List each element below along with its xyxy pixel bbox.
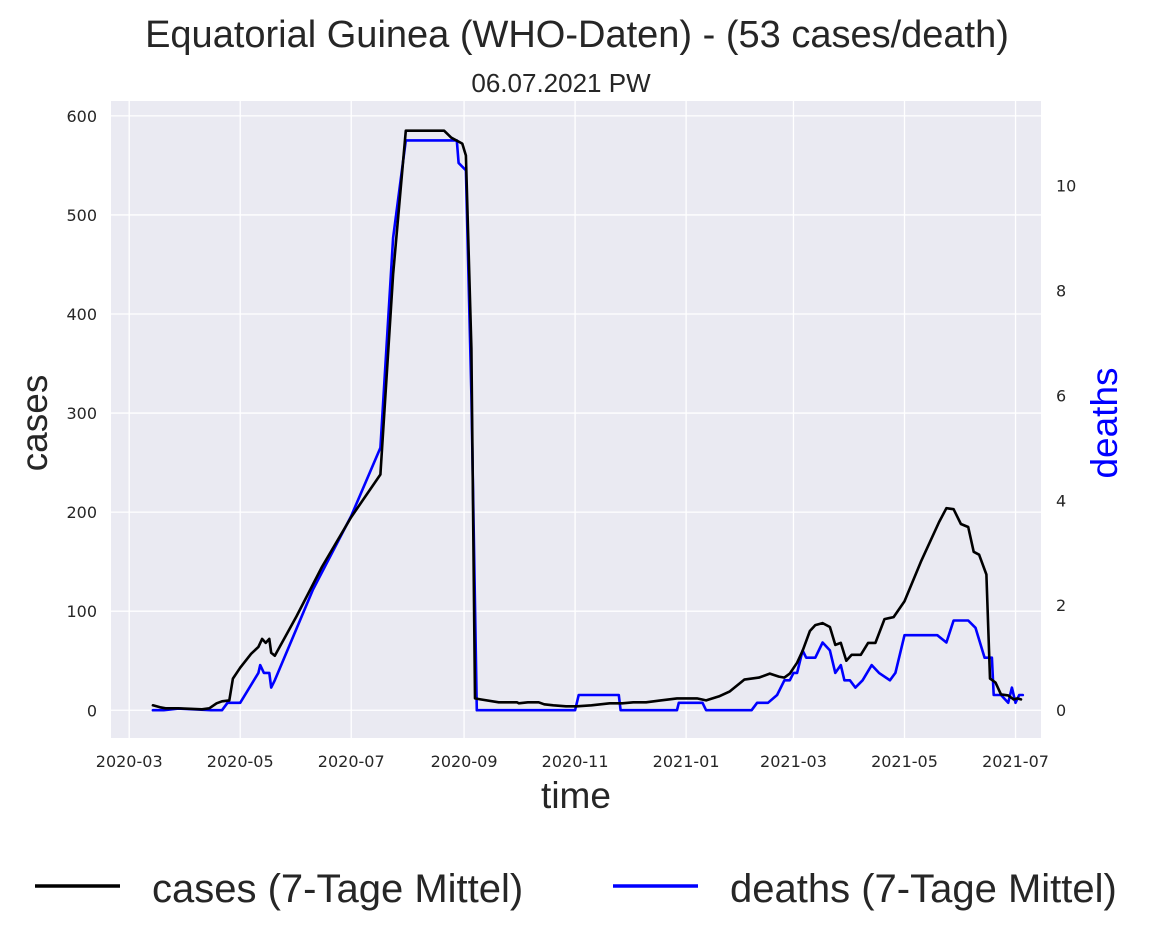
y2-tick-label: 2	[1056, 596, 1066, 615]
y2-tick-label: 4	[1056, 491, 1066, 510]
grid	[111, 101, 1041, 738]
y2-tick-label: 6	[1056, 386, 1066, 405]
y-tick-label: 200	[66, 503, 97, 522]
x-axis-ticks: 2020-03 2020-05 2020-07 2020-09 2020-11 2021-…	[96, 752, 1049, 771]
y2-tick-label: 0	[1056, 701, 1066, 720]
x-tick-label: 2021-07	[982, 752, 1049, 771]
x-tick-label: 2021-03	[760, 752, 827, 771]
y-tick-label: 100	[66, 602, 97, 621]
x-tick-label: 2020-09	[431, 752, 498, 771]
deaths-line	[151, 139, 1025, 712]
chart-title: Equatorial Guinea (WHO-Daten) - (53 case…	[145, 14, 1009, 56]
y2-axis-label: deaths	[1084, 367, 1125, 478]
y-tick-label: 400	[66, 305, 97, 324]
legend-label-deaths: deaths (7-Tage Mittel)	[730, 867, 1117, 911]
legend-label-cases: cases (7-Tage Mittel)	[152, 867, 523, 911]
y2-tick-label: 10	[1056, 176, 1076, 195]
x-tick-label: 2020-11	[542, 752, 609, 771]
y-tick-label: 0	[87, 701, 97, 720]
y-axis-label: cases	[14, 375, 55, 472]
y-axis-ticks: 0 100 200 300 400 500 600	[66, 107, 97, 720]
chart-subtitle: 06.07.2021 PW	[471, 68, 651, 98]
y-tick-label: 500	[66, 206, 97, 225]
y2-axis-ticks: 0 2 4 6 8 10	[1056, 176, 1076, 720]
cases-line	[151, 129, 1023, 711]
series-layer	[151, 129, 1025, 712]
plot-area	[111, 101, 1041, 738]
y2-tick-label: 8	[1056, 281, 1066, 300]
x-tick-label: 2020-05	[207, 752, 274, 771]
x-tick-label: 2021-01	[653, 752, 720, 771]
legend: cases (7-Tage Mittel) deaths (7-Tage Mit…	[35, 867, 1117, 911]
x-axis-label: time	[541, 775, 611, 816]
x-tick-label: 2020-07	[318, 752, 385, 771]
y-tick-label: 600	[66, 107, 97, 126]
x-tick-label: 2020-03	[96, 752, 163, 771]
x-tick-label: 2021-05	[871, 752, 938, 771]
y-tick-label: 300	[66, 404, 97, 423]
